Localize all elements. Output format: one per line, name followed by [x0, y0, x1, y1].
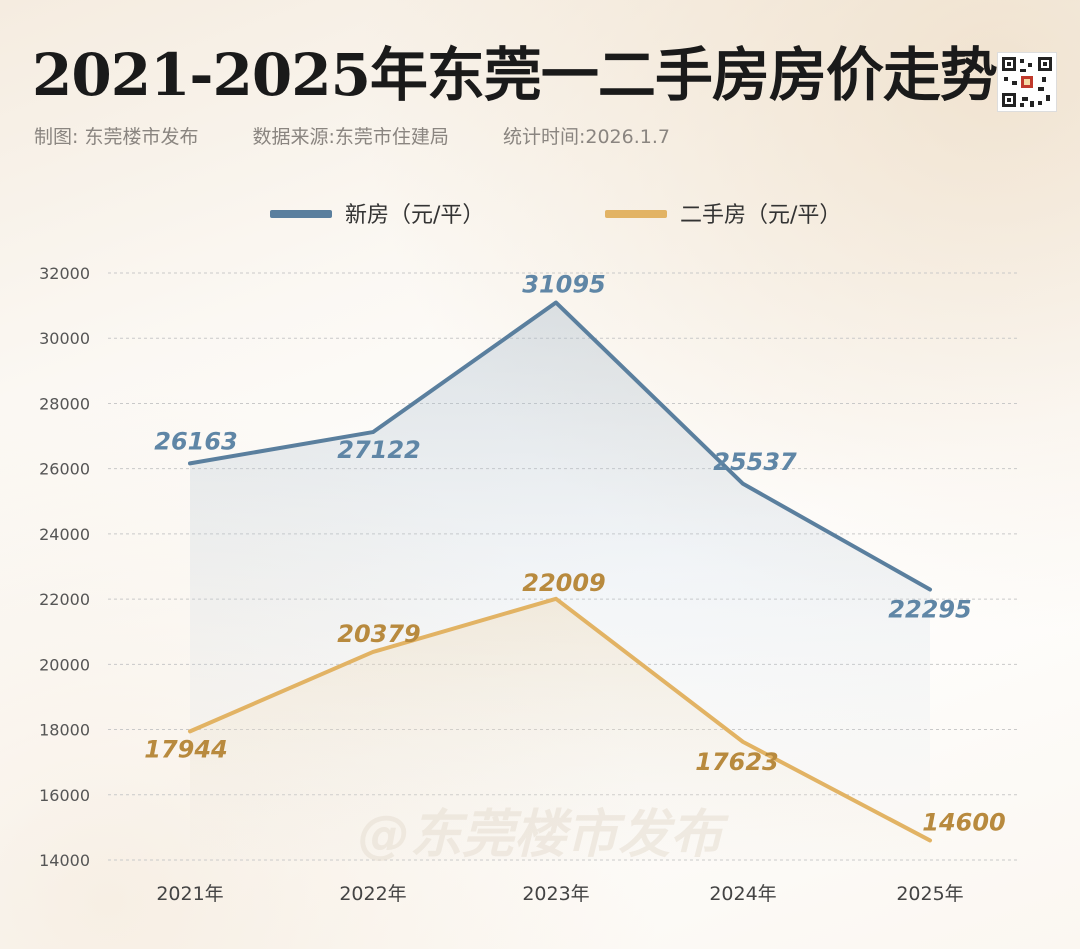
stat-time-text: 统计时间:2026.1.7	[502, 126, 670, 148]
y-tick-label-9: 32000	[39, 264, 90, 283]
x-tick-label-4: 2025年	[896, 883, 963, 905]
data-label-s1-0: 17944	[144, 735, 228, 763]
chart-legend: 新房（元/平） 二手房（元/平）	[270, 203, 841, 228]
x-tick-label-3: 2024年	[709, 883, 776, 905]
legend-label-1: 二手房（元/平）	[680, 203, 841, 228]
qr-code-icon[interactable]	[997, 52, 1057, 112]
data-label-s1-2: 22009	[522, 569, 606, 597]
data-label-s0-3: 25537	[713, 448, 797, 476]
data-label-s0-4: 22295	[888, 595, 972, 623]
y-axis: 14000 16000 18000 20000 22000 24000 26000 28000…	[39, 264, 90, 870]
legend-swatch-0	[270, 210, 332, 218]
series-area-1	[190, 598, 930, 860]
y-tick-label-1: 16000	[39, 786, 90, 805]
data-label-s1-3: 17623	[695, 748, 779, 776]
meta-line: 制图: 东莞楼市发布 数据来源:东莞市住建局 统计时间:2026.1.7	[34, 122, 718, 149]
series-lines	[188, 300, 932, 843]
y-tick-label-0: 14000	[39, 851, 90, 870]
y-tick-label-7: 28000	[39, 394, 90, 413]
series-areas	[190, 302, 930, 860]
page-title: 2021-2025年东莞一二手房房价走势	[32, 41, 998, 109]
y-tick-label-8: 30000	[39, 329, 90, 348]
data-label-s1-4: 14600	[922, 808, 1006, 836]
credit-text: 制图: 东莞楼市发布	[34, 126, 199, 148]
y-tick-label-6: 26000	[39, 460, 90, 479]
x-tick-label-1: 2022年	[339, 883, 406, 905]
y-tick-label-5: 24000	[39, 525, 90, 544]
source-text: 数据来源:东莞市住建局	[252, 126, 449, 148]
y-tick-label-4: 22000	[39, 590, 90, 609]
legend-label-0: 新房（元/平）	[345, 203, 484, 228]
data-label-s0-1: 27122	[337, 436, 421, 464]
x-tick-label-2: 2023年	[522, 883, 589, 905]
data-label-s1-1: 20379	[337, 620, 421, 648]
x-axis: 2021年 2022年 2023年 2024年 2025年	[156, 883, 963, 905]
y-tick-label-2: 18000	[39, 721, 90, 740]
watermark-text: @东莞楼市发布	[358, 805, 729, 865]
y-tick-label-3: 20000	[39, 655, 90, 674]
legend-swatch-1	[605, 210, 667, 218]
data-label-s0-0: 26163	[154, 427, 238, 455]
x-tick-label-0: 2021年	[156, 883, 223, 905]
data-labels: 26163 27122 31095 25537 22295 17944 20379 22009…	[144, 271, 1006, 837]
data-label-s0-2: 31095	[522, 271, 606, 299]
